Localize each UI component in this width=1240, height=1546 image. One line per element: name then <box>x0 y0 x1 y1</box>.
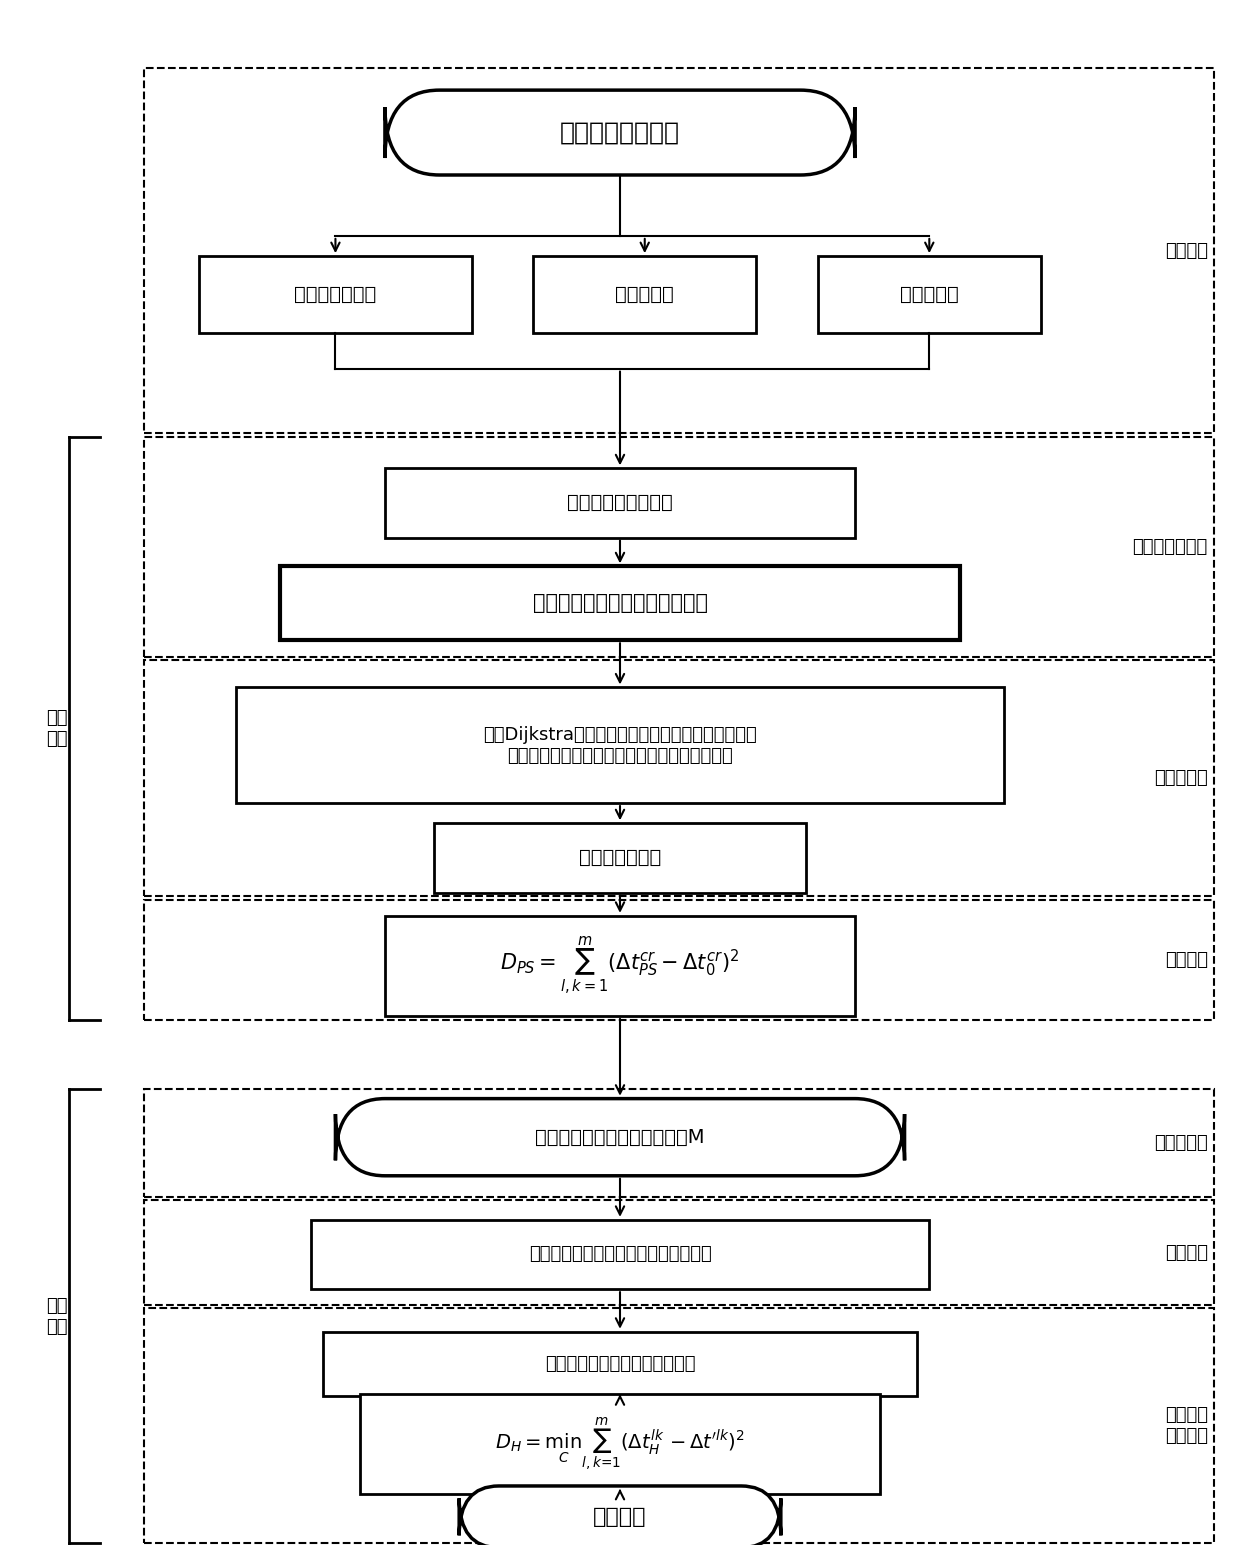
Text: 空洞
辨识: 空洞 辨识 <box>46 710 68 748</box>
Text: 收集震源实际到时，计算到时差: 收集震源实际到时，计算到时差 <box>544 1354 696 1373</box>
Text: 建立数据库: 建立数据库 <box>1154 770 1208 787</box>
Text: 震源定位: 震源定位 <box>593 1507 647 1527</box>
Bar <box>324 1331 916 1396</box>
Text: 采集声发射数据: 采集声发射数据 <box>1132 538 1208 557</box>
Bar <box>311 1220 929 1289</box>
Bar <box>280 566 960 640</box>
Text: 布置传感器: 布置传感器 <box>615 284 675 305</box>
Bar <box>144 436 1214 657</box>
Bar <box>200 257 471 334</box>
Text: 含空洞模型: 含空洞模型 <box>900 284 959 305</box>
Bar <box>533 257 756 334</box>
Text: 搜索路径: 搜索路径 <box>1164 1245 1208 1262</box>
Text: 设置定位区域环境: 设置定位区域环境 <box>560 121 680 145</box>
Bar <box>384 915 856 1016</box>
Text: 多种搜索算法协同寻优，寻找最优路径: 多种搜索算法协同寻优，寻找最优路径 <box>528 1246 712 1263</box>
Bar <box>144 660 1214 897</box>
FancyBboxPatch shape <box>336 1099 904 1177</box>
Text: 获得空洞数据库: 获得空洞数据库 <box>579 849 661 867</box>
Text: $D_H=\min_{C}\sum_{l,k=1}^{m}(\Delta t_H^{lk}-\Delta t^{\prime lk})^2$: $D_H=\min_{C}\sum_{l,k=1}^{m}(\Delta t_H… <box>495 1416 745 1473</box>
Bar <box>237 688 1003 802</box>
Text: $D_{PS}=\sum_{l,k=1}^{m}(\Delta t_{PS}^{cr}-\Delta t_0^{cr})^2$: $D_{PS}=\sum_{l,k=1}^{m}(\Delta t_{PS}^{… <box>501 935 739 997</box>
Text: 采集声发射监测数据: 采集声发射监测数据 <box>567 493 673 512</box>
Text: 收集到时
震源定位: 收集到时 震源定位 <box>1164 1407 1208 1446</box>
Bar <box>144 1090 1214 1198</box>
Bar <box>384 468 856 538</box>
Text: 环境初始化: 环境初始化 <box>1154 1135 1208 1152</box>
Bar <box>144 1308 1214 1543</box>
FancyBboxPatch shape <box>384 90 856 175</box>
Bar <box>144 900 1214 1020</box>
FancyBboxPatch shape <box>459 1486 781 1546</box>
Bar <box>360 1394 880 1495</box>
Text: 环境准备: 环境准备 <box>1164 241 1208 260</box>
Bar <box>434 822 806 892</box>
Text: 目标区域网格化: 目标区域网格化 <box>294 284 377 305</box>
Text: 计算传感器之间的实际旅行时间: 计算传感器之间的实际旅行时间 <box>532 594 708 614</box>
Bar <box>144 1201 1214 1305</box>
Bar <box>144 68 1214 433</box>
Text: 震源
定位: 震源 定位 <box>46 1297 68 1336</box>
Text: 定位区域网格化建立环境数组M: 定位区域网格化建立环境数组M <box>536 1127 704 1147</box>
Bar <box>818 257 1040 334</box>
Text: 采用Dijkstra算法追踪出追踪目标区域内存在各个空
洞模型时各传感器之间信号传播的理论最短路径: 采用Dijkstra算法追踪出追踪目标区域内存在各个空 洞模型时各传感器之间信号… <box>484 725 756 765</box>
Text: 空洞识别: 空洞识别 <box>1164 951 1208 969</box>
